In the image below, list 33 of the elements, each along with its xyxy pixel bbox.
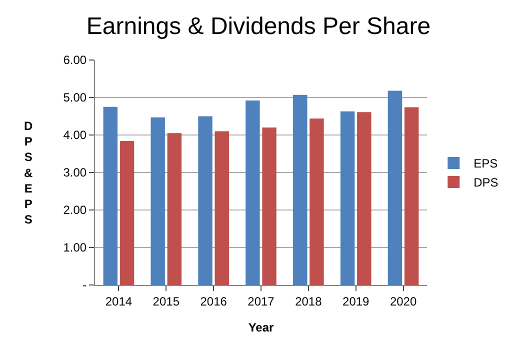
bar (357, 112, 372, 285)
chart-title: Earnings & Dividends Per Share (86, 13, 431, 40)
x-tick-label: 2017 (248, 294, 275, 308)
bar (103, 106, 118, 285)
bar (120, 141, 134, 285)
bar (293, 94, 308, 285)
y-tick-label: 4.00 (63, 128, 87, 142)
y-tick-label: 1.00 (63, 240, 87, 255)
bar (262, 128, 276, 285)
bar (340, 111, 355, 285)
x-tick-label: 2019 (342, 294, 370, 308)
x-tick-label: 2014 (105, 294, 132, 308)
x-tick-label: 2016 (200, 294, 228, 308)
legend-label: EPS (474, 156, 498, 171)
y-tick-label: 5.00 (63, 90, 87, 105)
y-axis-title: DPS & EPS (24, 119, 33, 227)
bar (388, 90, 402, 285)
bar (167, 133, 182, 285)
y-tick-label: 6.00 (63, 53, 87, 68)
x-tick-label: 2018 (295, 294, 322, 308)
x-axis-title: Year (248, 320, 274, 334)
bar (214, 131, 229, 285)
y-tick-label: - (82, 278, 87, 292)
bar (150, 117, 165, 285)
bar (246, 100, 260, 285)
x-tick-label: 2020 (390, 294, 417, 308)
x-tick-label: 2015 (152, 294, 180, 308)
bar (198, 116, 212, 285)
bar (310, 118, 324, 285)
bar (404, 107, 419, 285)
y-tick-label: 2.00 (63, 203, 87, 218)
legend-label: DPS (474, 176, 498, 190)
y-tick-label: 3.00 (63, 166, 87, 180)
